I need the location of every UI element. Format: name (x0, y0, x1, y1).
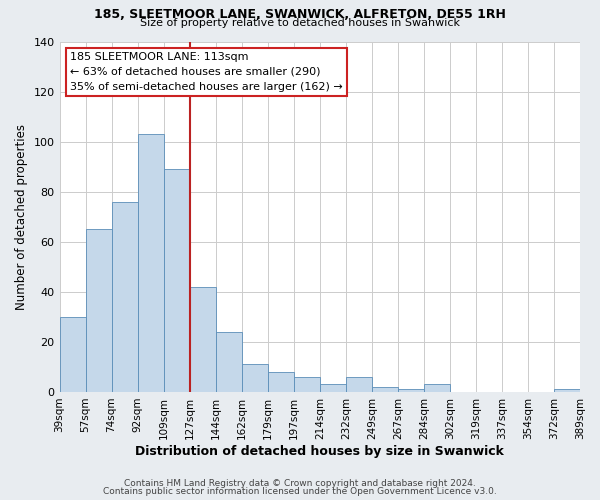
Bar (242, 364, 268, 392)
Bar (294, 377, 320, 392)
Bar (398, 390, 424, 392)
Bar (424, 384, 450, 392)
Bar (554, 390, 580, 392)
Y-axis label: Number of detached properties: Number of detached properties (15, 124, 28, 310)
Text: 185, SLEETMOOR LANE, SWANWICK, ALFRETON, DE55 1RH: 185, SLEETMOOR LANE, SWANWICK, ALFRETON,… (94, 8, 506, 20)
X-axis label: Distribution of detached houses by size in Swanwick: Distribution of detached houses by size … (136, 444, 504, 458)
Bar (137, 134, 164, 392)
Text: Contains HM Land Registry data © Crown copyright and database right 2024.: Contains HM Land Registry data © Crown c… (124, 478, 476, 488)
Text: 185 SLEETMOOR LANE: 113sqm
← 63% of detached houses are smaller (290)
35% of sem: 185 SLEETMOOR LANE: 113sqm ← 63% of deta… (70, 52, 343, 92)
Bar (215, 332, 242, 392)
Bar (346, 377, 372, 392)
Bar (86, 229, 112, 392)
Bar (268, 372, 294, 392)
Bar (164, 169, 190, 392)
Text: Contains public sector information licensed under the Open Government Licence v3: Contains public sector information licen… (103, 487, 497, 496)
Bar (372, 387, 398, 392)
Text: Size of property relative to detached houses in Swanwick: Size of property relative to detached ho… (140, 18, 460, 28)
Bar (320, 384, 346, 392)
Bar (59, 317, 86, 392)
Bar (112, 202, 137, 392)
Bar (190, 287, 215, 392)
